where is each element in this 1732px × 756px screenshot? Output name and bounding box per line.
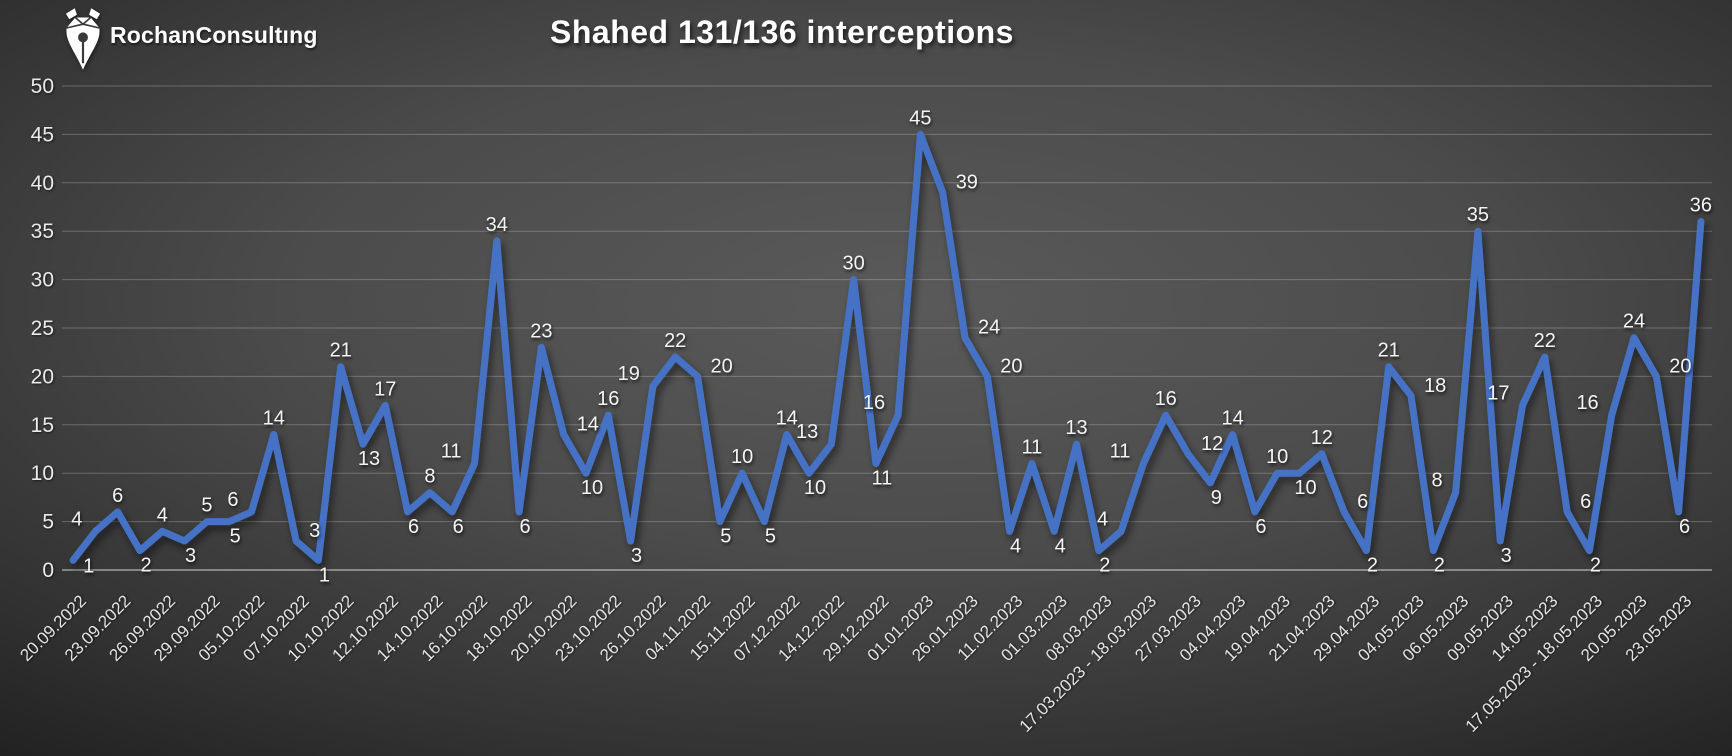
y-tick-label: 45: [31, 123, 54, 146]
data-label: 8: [1431, 470, 1442, 492]
y-axis-labels: 0 5 10 15 20 25 30 35 40 45 50: [31, 75, 54, 582]
data-label: 1: [83, 555, 94, 577]
data-label: 39: [956, 172, 978, 194]
data-label: 4: [1055, 535, 1066, 557]
data-label: 9: [1211, 487, 1222, 509]
data-label: 16: [863, 392, 885, 414]
data-label: 2: [1590, 555, 1601, 577]
series-line: [69, 130, 1705, 564]
data-label: 20: [711, 355, 733, 377]
data-label: 5: [720, 526, 731, 548]
brand-name: RochanConsultıng: [110, 22, 318, 48]
data-label: 6: [1357, 491, 1368, 513]
data-label: 10: [581, 477, 603, 499]
data-label: 14: [1221, 408, 1243, 430]
data-label: 13: [796, 421, 818, 443]
data-label: 2: [1367, 555, 1378, 577]
y-tick-label: 15: [31, 414, 54, 437]
gridlines: [62, 85, 1712, 571]
data-label: 3: [309, 520, 320, 542]
chart-title: Shahed 131/136 interceptions: [550, 14, 1014, 50]
data-label: 6: [520, 516, 531, 538]
data-label: 21: [1378, 340, 1400, 362]
data-label: 14: [263, 408, 285, 430]
data-label: 16: [1576, 392, 1598, 414]
data-label: 2: [1099, 555, 1110, 577]
data-label: 13: [358, 448, 380, 470]
data-label: 5: [765, 526, 776, 548]
data-label: 24: [978, 317, 1000, 339]
data-label: 4: [1097, 508, 1108, 530]
brand-logo: RochanConsultıng: [58, 6, 318, 72]
data-label: 4: [157, 504, 168, 526]
data-label: 1: [319, 564, 330, 586]
data-label: 5: [230, 526, 241, 548]
data-label: 16: [1155, 388, 1177, 410]
data-label: 6: [112, 485, 123, 507]
data-label: 12: [1311, 427, 1333, 449]
data-label: 3: [185, 545, 196, 567]
data-label: 6: [227, 489, 238, 511]
data-label: 18: [1424, 375, 1446, 397]
data-label: 19: [618, 363, 640, 385]
data-label: 10: [1294, 477, 1316, 499]
data-label: 4: [1010, 535, 1021, 557]
data-label: 6: [1580, 491, 1591, 513]
data-label: 20: [1669, 355, 1691, 377]
data-label: 11: [1022, 437, 1043, 459]
pen-nib-icon: [65, 8, 101, 70]
data-label: 11: [872, 468, 893, 490]
data-label: 13: [1065, 417, 1087, 439]
data-label: 21: [330, 340, 352, 362]
data-label: 6: [408, 516, 419, 538]
series: [69, 130, 1705, 564]
y-tick-label: 35: [31, 220, 54, 243]
y-tick-label: 0: [42, 559, 54, 582]
data-label: 14: [577, 414, 599, 436]
y-tick-label: 25: [31, 317, 54, 340]
data-label: 24: [1623, 311, 1645, 333]
data-label: 6: [453, 516, 464, 538]
data-label: 23: [530, 320, 552, 342]
data-label: 17: [374, 378, 396, 400]
data-label: 6: [1255, 516, 1266, 538]
y-tick-label: 40: [31, 172, 54, 195]
data-label: 2: [140, 555, 151, 577]
data-label: 20: [1000, 355, 1022, 377]
data-label: 11: [441, 441, 462, 463]
data-label: 22: [1534, 330, 1556, 352]
data-label: 10: [804, 477, 826, 499]
data-label: 3: [1501, 545, 1512, 567]
data-label: 5: [201, 495, 212, 517]
data-label: 4: [71, 508, 82, 530]
data-label: 10: [731, 446, 753, 468]
data-label: 14: [776, 408, 798, 430]
data-label: 2: [1434, 555, 1445, 577]
data-label: 6: [1679, 516, 1690, 538]
data-label: 12: [1201, 433, 1223, 455]
data-label: 36: [1690, 195, 1712, 217]
data-label: 45: [909, 107, 931, 129]
data-labels: 1462435561431211317686113462314101631922…: [71, 107, 1712, 586]
y-tick-label: 10: [31, 462, 54, 485]
data-label: 8: [424, 466, 435, 488]
y-tick-label: 5: [42, 511, 54, 534]
data-label: 34: [486, 214, 508, 236]
data-label: 11: [1110, 441, 1131, 463]
data-label: 22: [664, 330, 686, 352]
y-tick-label: 30: [31, 269, 54, 292]
data-label: 16: [597, 388, 619, 410]
data-label: 35: [1467, 204, 1489, 226]
x-axis-labels: 20.09.202223.09.202226.09.202229.09.2022…: [16, 591, 1695, 735]
data-label: 30: [842, 253, 864, 275]
data-label: 10: [1266, 446, 1288, 468]
y-tick-label: 50: [31, 75, 54, 98]
y-tick-label: 20: [31, 365, 54, 388]
data-label: 17: [1487, 382, 1509, 404]
data-label: 3: [631, 545, 642, 567]
